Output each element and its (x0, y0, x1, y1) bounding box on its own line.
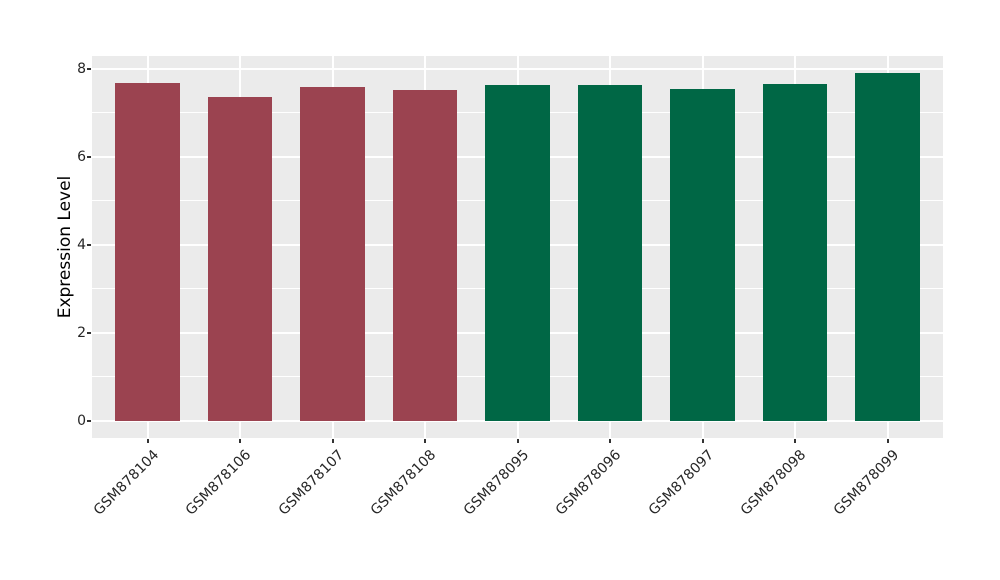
bar-GSM878106 (207, 96, 273, 421)
bar-GSM878095 (485, 84, 550, 421)
y-tick-label-6: 6 (77, 148, 86, 165)
y-tick-mark (87, 155, 91, 158)
x-tick-mark (516, 439, 519, 443)
y-tick-label-4: 4 (77, 236, 86, 253)
bar-GSM878096 (577, 85, 643, 421)
bar-GSM878107 (300, 86, 365, 421)
x-tick-mark (331, 439, 334, 443)
y-tick-label-8: 8 (77, 60, 86, 77)
x-tick-mark (886, 439, 889, 443)
bar-GSM878108 (392, 90, 458, 421)
y-tick-mark (87, 67, 91, 70)
y-tick-label-0: 0 (77, 412, 86, 429)
y-tick-label-2: 2 (77, 324, 86, 341)
x-tick-mark (424, 439, 426, 443)
x-tick-mark (609, 439, 611, 443)
x-tick-mark (701, 439, 704, 443)
x-tick-mark (239, 439, 241, 443)
bar-GSM878098 (762, 84, 828, 421)
plot-panel (92, 56, 943, 438)
x-tick-mark (146, 439, 149, 443)
x-tick-mark (794, 439, 796, 443)
x-tick-label-GSM878099: GSM878099 (830, 447, 902, 519)
bar-GSM878099 (855, 73, 920, 421)
bar-GSM878097 (670, 89, 735, 421)
y-tick-mark (87, 243, 91, 246)
y-tick-mark (87, 331, 91, 334)
y-tick-mark (87, 419, 91, 422)
bar-GSM878104 (115, 83, 180, 421)
